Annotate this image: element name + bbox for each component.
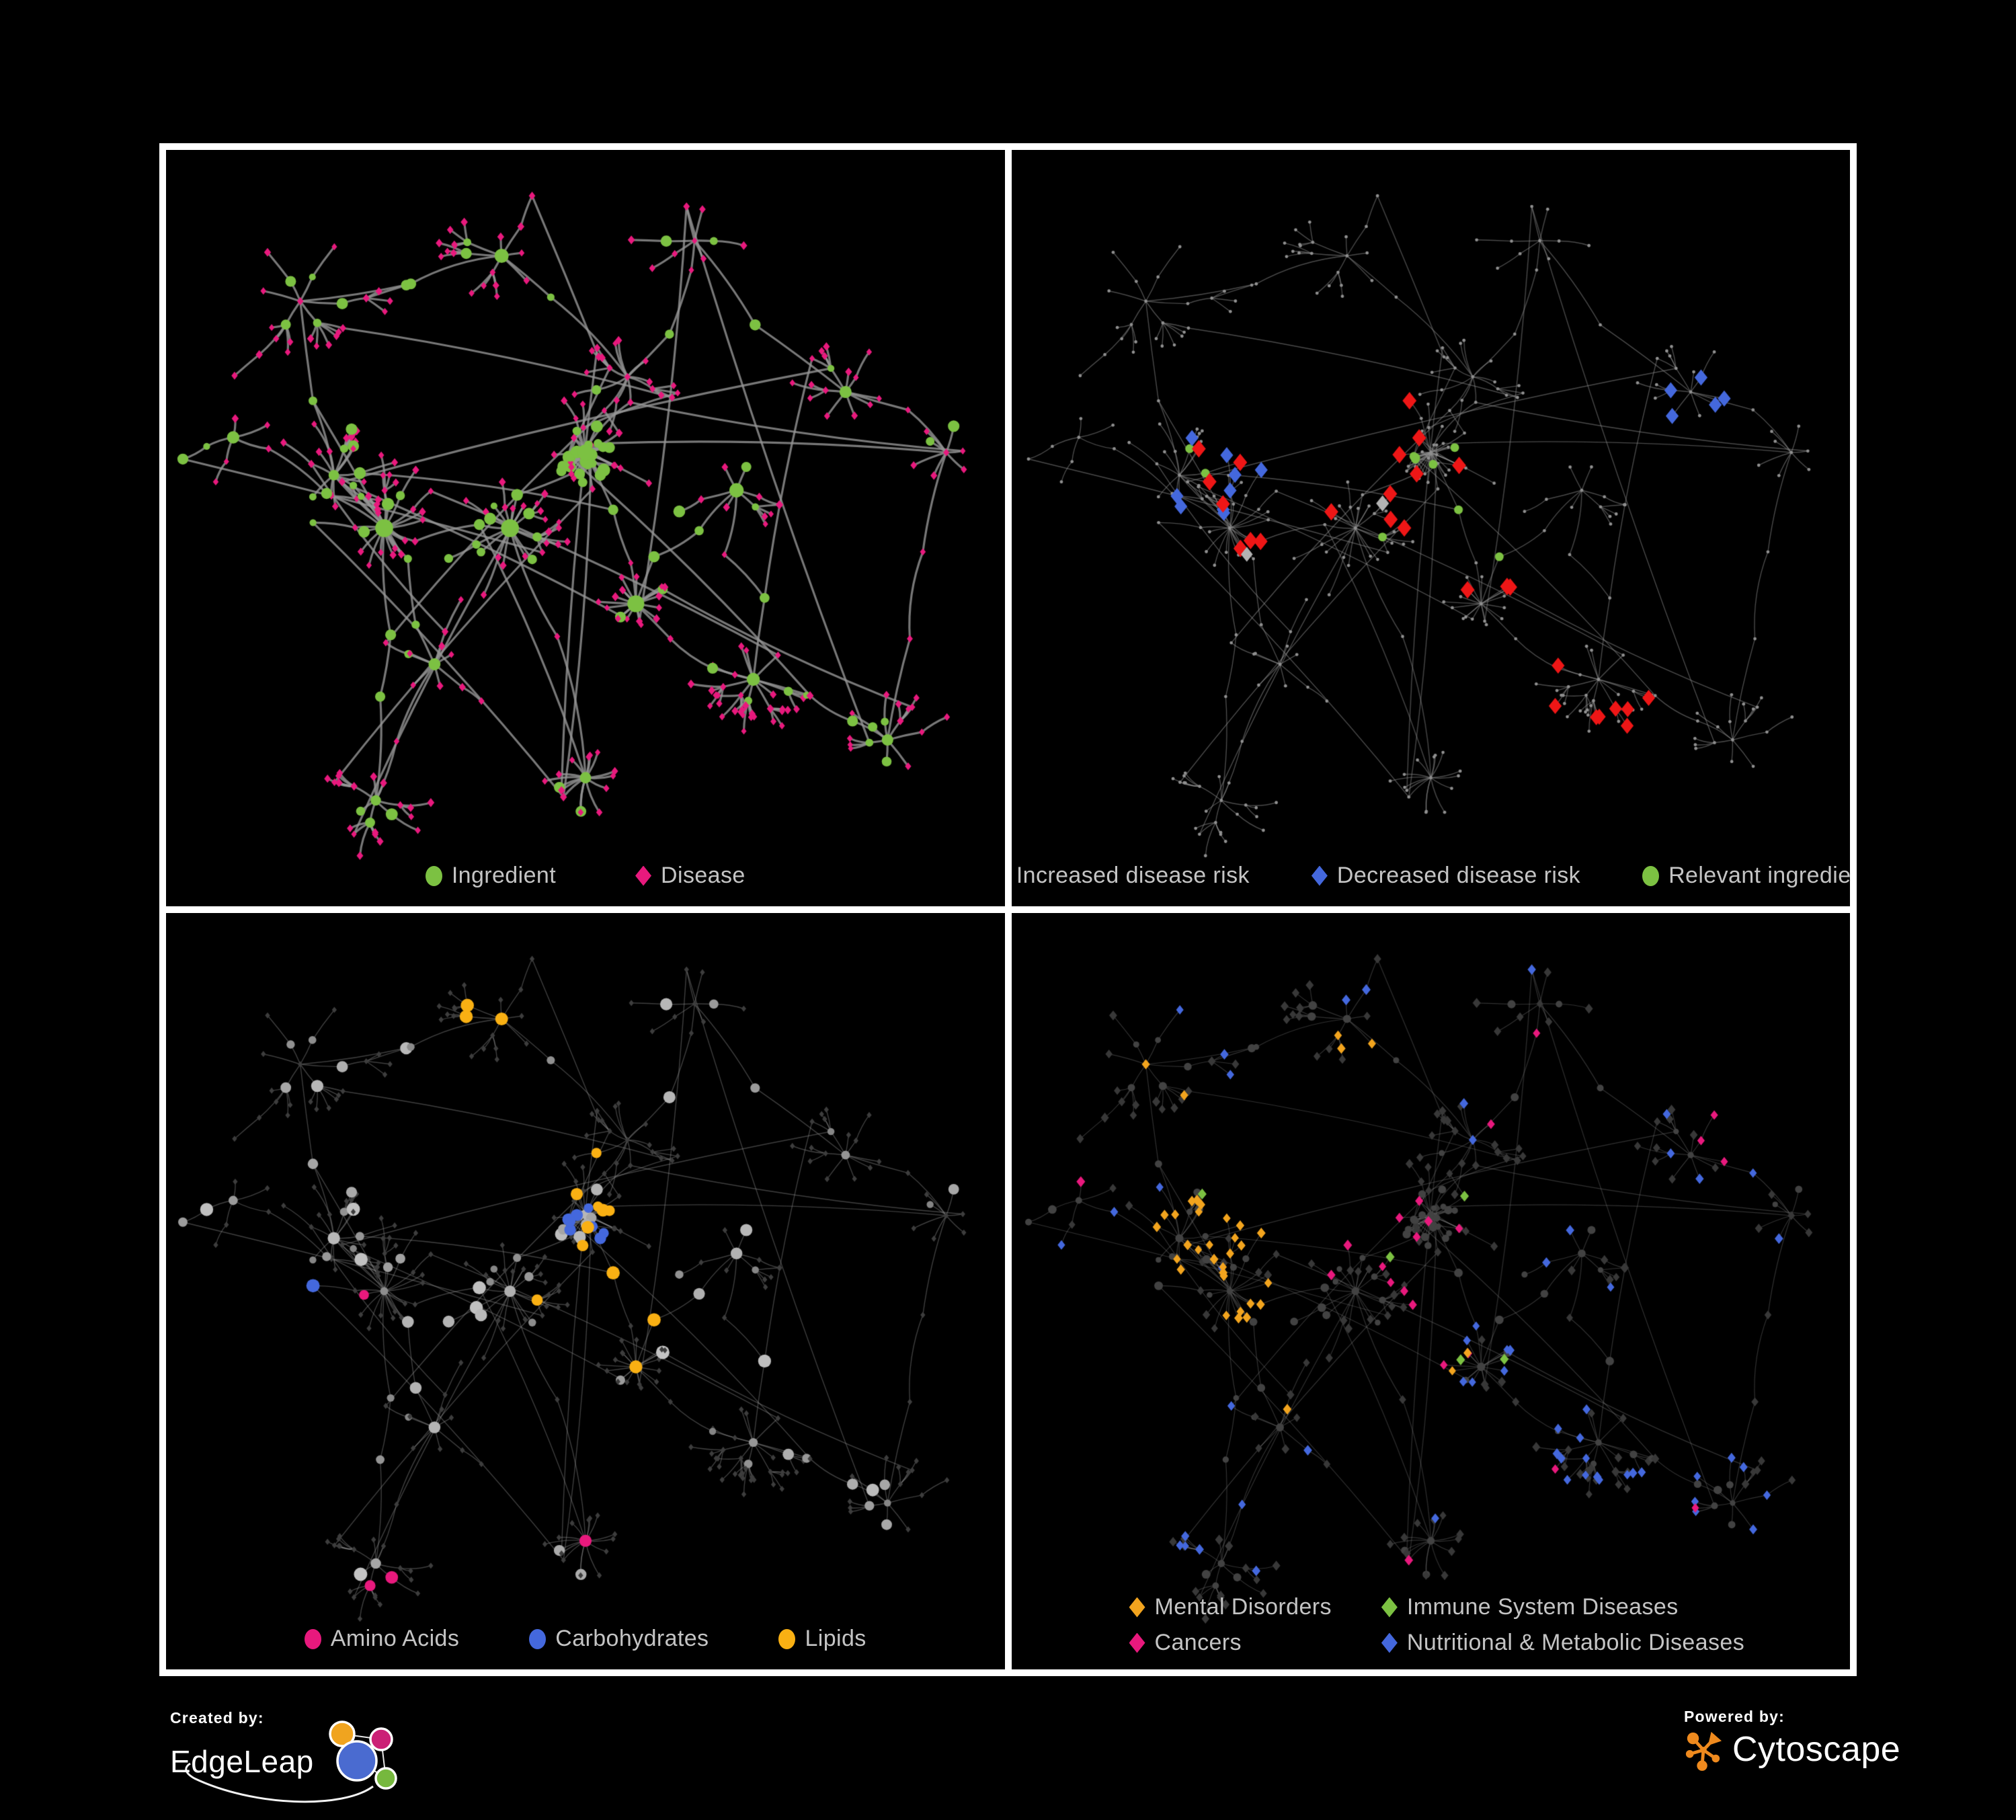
cytoscape-logo-icon bbox=[1685, 1731, 1722, 1771]
legend-label: Amino Acids bbox=[330, 1626, 460, 1651]
edgeleap-wordmark: EdgeLeap bbox=[170, 1744, 314, 1779]
network-canvas-disease-categories bbox=[1011, 913, 1850, 1669]
legend-marker-diamond-icon bbox=[1381, 1597, 1398, 1618]
legend-item: Disease bbox=[635, 863, 745, 889]
cytoscape-wordmark: Cytoscape bbox=[1732, 1730, 1901, 1769]
legend-label: Cancers bbox=[1154, 1630, 1242, 1655]
legend-marker-diamond-icon bbox=[1129, 1597, 1145, 1618]
legend-label: Ingredient bbox=[451, 863, 557, 888]
legend-item: Cancers bbox=[1129, 1630, 1332, 1656]
legend-disease-categories: Mental Disorders Immune System Diseases Ca… bbox=[1129, 1594, 1745, 1656]
legend-item: Lipids bbox=[778, 1626, 866, 1652]
network-canvas-nutrient-categories bbox=[166, 913, 1005, 1669]
powered-by-block: Powered by: Cytoscape bbox=[1684, 1708, 1901, 1771]
legend-item: Relevant ingredient bbox=[1642, 863, 1850, 889]
legend-label: Decreased disease risk bbox=[1336, 863, 1581, 888]
panel-nutrient-categories: Amino Acids Carbohydrates Lipids bbox=[166, 913, 1005, 1669]
legend-marker-circle-icon bbox=[529, 1628, 547, 1649]
legend-marker-diamond-icon bbox=[1129, 1632, 1145, 1653]
legend-ingredient-disease: Ingredient Disease bbox=[166, 863, 1005, 889]
panel-grid: Ingredient Disease Increased disease risk… bbox=[159, 143, 1857, 1676]
legend-marker-circle-icon bbox=[778, 1628, 796, 1649]
legend-nutrient-categories: Amino Acids Carbohydrates Lipids bbox=[166, 1626, 1005, 1652]
legend-marker-circle-icon bbox=[425, 865, 442, 886]
legend-marker-diamond-icon bbox=[1381, 1632, 1398, 1653]
legend-item: Carbohydrates bbox=[529, 1626, 709, 1652]
created-by-label: Created by: bbox=[170, 1709, 264, 1727]
legend-item: Nutritional & Metabolic Diseases bbox=[1381, 1630, 1744, 1656]
panel-ingredient-disease: Ingredient Disease bbox=[166, 150, 1005, 906]
legend-marker-circle-icon bbox=[304, 1628, 321, 1649]
legend-label: Relevant ingredient bbox=[1668, 863, 1850, 888]
legend-item: Decreased disease risk bbox=[1311, 863, 1581, 889]
legend-marker-diamond-icon bbox=[635, 865, 652, 886]
legend-item: Immune System Diseases bbox=[1381, 1594, 1744, 1620]
legend-item: Increased disease risk bbox=[1012, 863, 1250, 889]
panel-disease-risk: Increased disease risk Decreased disease … bbox=[1011, 150, 1850, 906]
network-canvas-disease-risk bbox=[1011, 150, 1850, 906]
legend-marker-diamond-icon bbox=[1311, 865, 1328, 886]
legend-label: Disease bbox=[661, 863, 745, 888]
legend-label: Carbohydrates bbox=[555, 1626, 709, 1651]
legend-label: Mental Disorders bbox=[1154, 1594, 1332, 1620]
edgeleap-logo-icon bbox=[185, 1720, 397, 1803]
legend-disease-risk: Increased disease risk Decreased disease … bbox=[1012, 863, 1850, 889]
legend-label: Increased disease risk bbox=[1016, 863, 1250, 888]
legend-item: Mental Disorders bbox=[1129, 1594, 1332, 1620]
legend-item: Amino Acids bbox=[304, 1626, 460, 1652]
legend-label: Immune System Diseases bbox=[1406, 1594, 1679, 1620]
legend-label: Lipids bbox=[805, 1626, 866, 1651]
legend-label: Nutritional & Metabolic Diseases bbox=[1406, 1630, 1745, 1655]
panel-disease-categories: Mental Disorders Immune System Diseases Ca… bbox=[1011, 913, 1850, 1669]
network-canvas-ingredient-disease bbox=[166, 150, 1005, 906]
created-by-block: Created by: EdgeLeap bbox=[170, 1709, 401, 1803]
legend-marker-circle-icon bbox=[1642, 865, 1660, 886]
legend-item: Ingredient bbox=[425, 863, 557, 889]
powered-by-label: Powered by: bbox=[1684, 1708, 1785, 1725]
